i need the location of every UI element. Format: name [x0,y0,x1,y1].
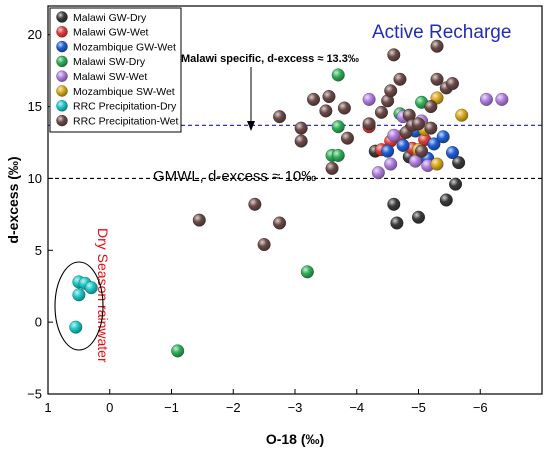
legend-marker-malawi-sw-wet [56,70,68,82]
point-rrc-precipitation-wet [273,216,287,230]
point-malawi-sw-dry [331,120,345,134]
x-tick-label: −2 [226,400,241,415]
point-malawi-gw-dry [412,210,426,224]
point-rrc-precipitation-wet [424,100,438,114]
point-rrc-precipitation-wet [374,105,388,119]
point-rrc-precipitation-wet [393,72,407,86]
point-malawi-sw-wet [371,166,385,180]
gmwl-label: GMWL, d-excess ≈ 10‰ [153,168,316,185]
point-malawi-gw-dry [452,156,466,170]
x-tick-label: 1 [44,400,51,415]
legend-marker-mozambique-sw-wet [56,85,68,97]
point-malawi-gw-dry [439,193,453,207]
point-malawi-sw-dry [331,148,345,162]
x-axis-title: O-18 (‰) [266,431,324,447]
x-tick-label: −4 [349,400,364,415]
point-rrc-precipitation-wet [307,92,321,106]
y-tick-label: 10 [28,171,42,186]
point-mozambique-gw-wet [427,137,441,151]
point-rrc-precipitation-wet [384,84,398,98]
point-rrc-precipitation-wet [430,72,444,86]
legend: Malawi GW-Dry Malawi GW-Wet Mozambique GW-… [49,7,182,133]
point-rrc-precipitation-dry [84,281,98,295]
legend-label-rrc-precipitation-dry: RRC Precipitation-Dry [73,101,177,113]
point-rrc-precipitation-wet [248,197,262,211]
point-rrc-precipitation-dry [69,320,83,334]
legend-marker-rrc-precipitation-dry [56,100,68,112]
point-malawi-gw-dry [387,197,401,211]
x-axis: 1 0 −1 −2 −3 −4 −5 −6 [44,389,488,415]
legend-label-malawi-gw-wet: Malawi GW-Wet [73,27,149,39]
legend-label-rrc-precipitation-wet: RRC Precipitation-Wet [73,115,179,127]
legend-label-mozambique-sw-wet: Mozambique SW-Wet [73,86,175,98]
x-tick-label: −5 [411,400,426,415]
point-rrc-precipitation-wet [322,90,336,104]
malawi-specific-arrow-head [247,121,255,131]
point-rrc-precipitation-wet [415,144,429,158]
y-tick-label: 20 [28,27,42,42]
point-malawi-sw-wet [495,92,509,106]
point-mozambique-gw-wet [445,146,459,160]
y-tick-label: 5 [35,243,42,258]
x-tick-label: 0 [106,400,113,415]
point-rrc-precipitation-wet [340,131,354,145]
point-mozambique-gw-wet [381,144,395,158]
legend-label-malawi-gw-dry: Malawi GW-Dry [73,12,147,24]
malawi-specific-label: Malawi specific, d-excess ≈ 13.3‰ [181,53,359,65]
point-malawi-sw-wet [384,157,398,171]
legend-label-mozambique-gw-wet: Mozambique GW-Wet [73,41,176,53]
y-axis: −5 0 5 10 15 20 [27,27,53,402]
y-axis-title: d-excess (‰) [5,156,21,243]
x-tick-label: −1 [164,400,179,415]
data-points [69,39,509,358]
point-rrc-precipitation-wet [445,77,459,91]
legend-marker-malawi-gw-wet [56,26,68,38]
point-malawi-sw-wet [387,128,401,142]
point-malawi-sw-dry [300,265,314,279]
x-tick-label: −3 [288,400,303,415]
point-rrc-precipitation-wet [325,161,339,175]
point-malawi-sw-dry [331,68,345,82]
x-tick-label: −6 [473,400,488,415]
point-malawi-gw-dry [449,177,463,191]
point-rrc-precipitation-wet [362,117,376,131]
legend-box [49,7,182,133]
legend-label-malawi-sw-dry: Malawi SW-Dry [73,56,146,68]
legend-marker-malawi-gw-dry [56,11,68,23]
point-rrc-precipitation-wet [424,121,438,135]
dry-season-annotation: Dry Season rainwater [95,228,111,363]
point-rrc-precipitation-wet [294,121,308,135]
point-malawi-sw-wet [362,92,376,106]
legend-label-malawi-sw-wet: Malawi SW-Wet [73,71,147,83]
point-rrc-precipitation-wet [430,39,444,53]
legend-marker-malawi-sw-dry [56,55,68,68]
point-rrc-precipitation-wet [319,104,333,118]
point-malawi-gw-dry [390,216,404,230]
point-rrc-precipitation-wet [387,48,401,62]
active-recharge-annotation: Active Recharge [372,22,511,43]
y-tick-label: −5 [27,387,42,402]
point-mozambique-gw-wet [436,130,450,144]
point-malawi-sw-dry [171,344,185,358]
point-mozambique-gw-wet [396,138,410,152]
point-rrc-precipitation-wet [257,238,271,252]
y-tick-label: 0 [35,315,42,330]
y-tick-label: 15 [28,99,42,114]
legend-marker-rrc-precipitation-wet [56,114,68,127]
point-rrc-precipitation-wet [273,110,287,124]
point-rrc-precipitation-wet [294,134,308,148]
point-malawi-sw-wet [479,92,493,106]
point-rrc-precipitation-wet [337,101,351,115]
point-mozambique-sw-wet [455,108,469,122]
point-rrc-precipitation-dry [72,288,86,302]
point-mozambique-sw-wet [430,157,444,171]
legend-marker-mozambique-gw-wet [56,40,68,53]
point-rrc-precipitation-wet [192,213,206,227]
dry-season-ellipse [54,261,104,351]
reference-lines [48,124,542,179]
point-rrc-precipitation-wet [412,117,426,131]
